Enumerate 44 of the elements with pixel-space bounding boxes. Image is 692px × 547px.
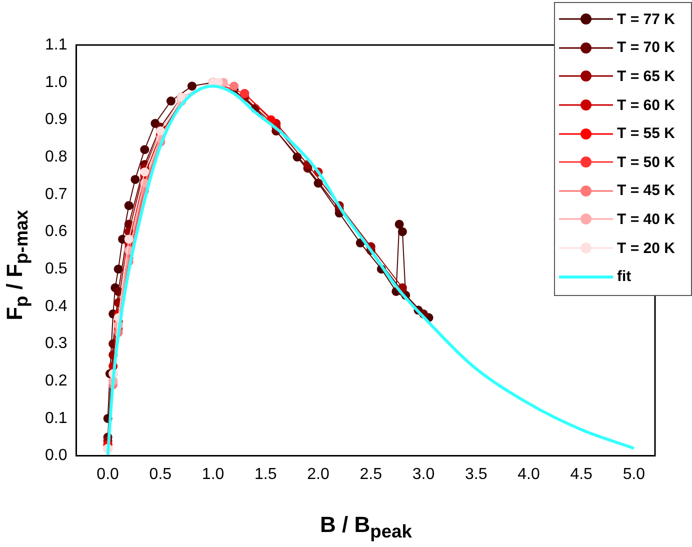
y-tick-label: 0.5 — [44, 260, 68, 278]
point — [124, 234, 134, 244]
legend-label: T = 77 K — [617, 10, 675, 28]
y-tick-label: 0.7 — [44, 186, 68, 203]
legend-label: T = 55 K — [617, 125, 675, 142]
point — [130, 174, 140, 184]
y-tick-label: 1.1 — [44, 36, 68, 54]
x-axis-title: B / B$_{peak}$ — [320, 512, 412, 542]
x-tick-label: 2.5 — [360, 466, 382, 483]
x-tick-label: 0.5 — [149, 466, 172, 483]
legend-label: T = 60 K — [617, 96, 675, 114]
y-tick-label: 0.4 — [44, 298, 68, 315]
y-tick-label: 0.0 — [44, 447, 68, 464]
point — [398, 227, 407, 236]
y-tick-label: 0.1 — [44, 410, 68, 427]
x-tick-label: 3.5 — [464, 466, 488, 483]
y-tick-label: 0.2 — [44, 372, 68, 390]
point — [140, 167, 150, 176]
y-tick-label: 0.9 — [44, 111, 68, 128]
y-tick-label: 0.6 — [44, 223, 68, 240]
y-tick-label: 0.3 — [44, 335, 68, 352]
legend-label: T = 70 K — [617, 39, 675, 56]
x-tick-label: 2.0 — [307, 466, 330, 483]
y-tick-label: 1.0 — [44, 74, 68, 91]
legend-label: fit — [617, 268, 632, 286]
legend-label: T = 65 K — [617, 68, 675, 85]
point — [140, 145, 150, 154]
x-tick-label: 5.0 — [622, 466, 646, 483]
x-tick-label: 4.0 — [518, 466, 540, 483]
point — [166, 96, 176, 106]
point — [187, 82, 196, 91]
x-tick-label: 3.0 — [412, 466, 435, 483]
legend-label: T = 50 K — [617, 154, 675, 171]
y-tick-label: 0.8 — [44, 148, 68, 166]
legend-label: T = 40 K — [617, 210, 675, 228]
x-tick-label: 0.0 — [96, 466, 120, 483]
x-tick-label: 1.5 — [254, 466, 277, 483]
point — [124, 201, 134, 210]
point — [230, 82, 239, 91]
x-tick-label: 1.0 — [202, 466, 224, 483]
legend-label: T = 20 K — [617, 240, 675, 257]
legend-label: T = 45 K — [617, 182, 675, 200]
point — [394, 220, 404, 229]
x-tick-label: 4.5 — [570, 466, 593, 483]
